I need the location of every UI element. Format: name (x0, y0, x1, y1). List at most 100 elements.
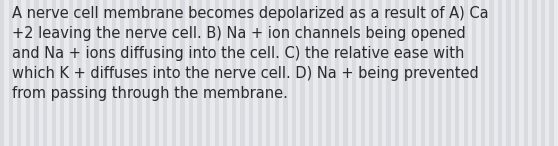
Bar (223, 0, 228, 146)
Bar (90, 0, 94, 146)
Bar (210, 0, 215, 146)
Bar (137, 0, 142, 146)
Text: A nerve cell membrane becomes depolarized as a result of A) Ca
+2 leaving the ne: A nerve cell membrane becomes depolarize… (12, 6, 489, 101)
Bar (343, 0, 348, 146)
Bar (421, 0, 425, 146)
Bar (326, 0, 330, 146)
Bar (399, 0, 403, 146)
Bar (120, 0, 124, 146)
Bar (236, 0, 240, 146)
Bar (339, 0, 343, 146)
Bar (202, 0, 206, 146)
Bar (481, 0, 485, 146)
Bar (356, 0, 360, 146)
Bar (30, 0, 35, 146)
Bar (77, 0, 81, 146)
Bar (17, 0, 21, 146)
Bar (442, 0, 446, 146)
Bar (528, 0, 532, 146)
Bar (172, 0, 176, 146)
Bar (283, 0, 287, 146)
Bar (408, 0, 412, 146)
Bar (176, 0, 180, 146)
Bar (369, 0, 373, 146)
Bar (523, 0, 528, 146)
Bar (378, 0, 382, 146)
Bar (335, 0, 339, 146)
Bar (94, 0, 99, 146)
Bar (300, 0, 305, 146)
Bar (189, 0, 193, 146)
Bar (198, 0, 202, 146)
Bar (133, 0, 137, 146)
Bar (56, 0, 60, 146)
Bar (0, 0, 4, 146)
Bar (507, 0, 511, 146)
Bar (129, 0, 133, 146)
Bar (159, 0, 163, 146)
Bar (167, 0, 172, 146)
Bar (485, 0, 489, 146)
Bar (244, 0, 249, 146)
Bar (73, 0, 77, 146)
Bar (455, 0, 459, 146)
Bar (489, 0, 494, 146)
Bar (511, 0, 515, 146)
Bar (554, 0, 558, 146)
Bar (403, 0, 408, 146)
Bar (438, 0, 442, 146)
Bar (107, 0, 112, 146)
Bar (348, 0, 352, 146)
Bar (86, 0, 90, 146)
Bar (43, 0, 47, 146)
Bar (305, 0, 309, 146)
Bar (35, 0, 39, 146)
Bar (249, 0, 253, 146)
Bar (502, 0, 507, 146)
Bar (515, 0, 519, 146)
Bar (382, 0, 386, 146)
Bar (429, 0, 434, 146)
Bar (322, 0, 326, 146)
Bar (296, 0, 300, 146)
Bar (112, 0, 116, 146)
Bar (494, 0, 498, 146)
Bar (519, 0, 523, 146)
Bar (532, 0, 537, 146)
Bar (4, 0, 8, 146)
Bar (103, 0, 107, 146)
Bar (498, 0, 502, 146)
Bar (253, 0, 258, 146)
Bar (425, 0, 429, 146)
Bar (330, 0, 335, 146)
Bar (434, 0, 438, 146)
Bar (292, 0, 296, 146)
Bar (51, 0, 56, 146)
Bar (545, 0, 550, 146)
Bar (99, 0, 103, 146)
Bar (146, 0, 150, 146)
Bar (240, 0, 244, 146)
Bar (275, 0, 279, 146)
Bar (468, 0, 472, 146)
Bar (352, 0, 356, 146)
Bar (541, 0, 545, 146)
Bar (416, 0, 421, 146)
Bar (318, 0, 322, 146)
Bar (464, 0, 468, 146)
Bar (373, 0, 378, 146)
Bar (271, 0, 275, 146)
Bar (391, 0, 395, 146)
Bar (550, 0, 554, 146)
Bar (279, 0, 283, 146)
Bar (116, 0, 120, 146)
Bar (13, 0, 17, 146)
Bar (386, 0, 391, 146)
Bar (262, 0, 266, 146)
Bar (180, 0, 185, 146)
Bar (21, 0, 26, 146)
Bar (451, 0, 455, 146)
Bar (365, 0, 369, 146)
Bar (477, 0, 481, 146)
Bar (446, 0, 451, 146)
